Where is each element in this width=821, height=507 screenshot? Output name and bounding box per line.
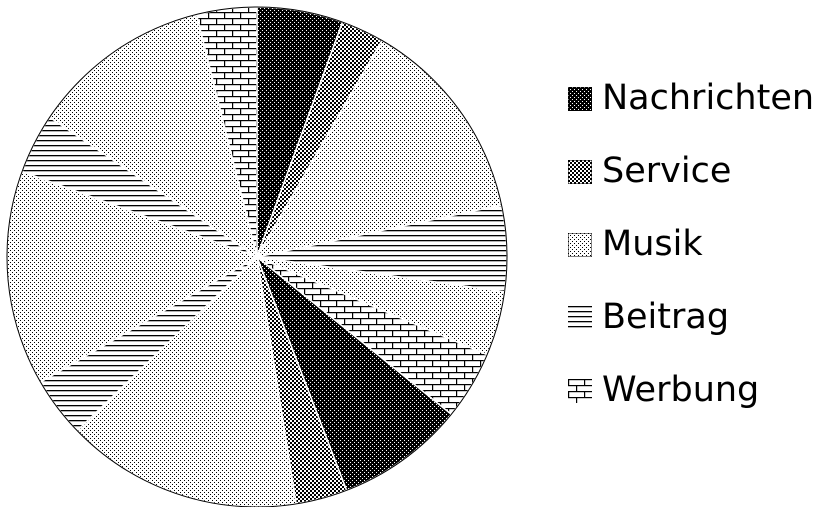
horizontal-lines-swatch-icon bbox=[568, 305, 592, 330]
legend: Nachrichten Service Musik Beitrag Werbun… bbox=[568, 62, 814, 427]
legend-item-werbung: Werbung bbox=[568, 354, 814, 427]
legend-item-beitrag: Beitrag bbox=[568, 281, 814, 354]
brick-swatch-icon bbox=[568, 378, 592, 403]
pie-outline bbox=[6, 6, 508, 507]
legend-label: Nachrichten bbox=[602, 78, 815, 118]
legend-label: Musik bbox=[602, 224, 703, 264]
checker-swatch-icon bbox=[568, 159, 592, 184]
legend-label: Beitrag bbox=[602, 297, 730, 337]
fine-dot-swatch-icon bbox=[568, 232, 592, 257]
dense-dot-swatch-icon bbox=[568, 86, 592, 111]
legend-label: Werbung bbox=[602, 370, 760, 410]
legend-item-nachrichten: Nachrichten bbox=[568, 62, 814, 135]
legend-item-musik: Musik bbox=[568, 208, 814, 281]
legend-item-service: Service bbox=[568, 135, 814, 208]
legend-label: Service bbox=[602, 151, 732, 191]
